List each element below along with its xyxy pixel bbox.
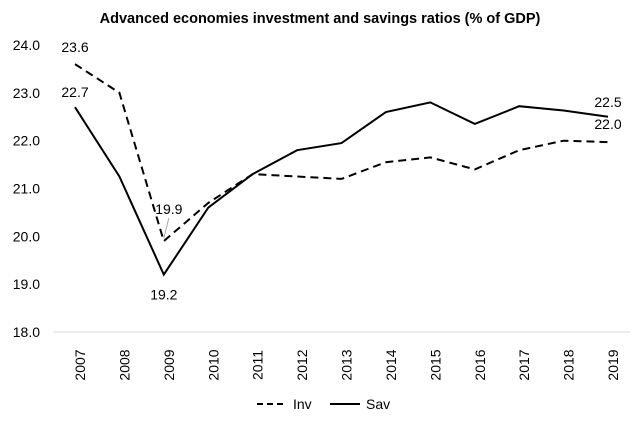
x-tick-label: 2010: [205, 349, 221, 380]
series-line-sav: [74, 101, 609, 277]
data-label: 23.6: [61, 39, 88, 55]
data-label: 19.2: [150, 287, 177, 303]
y-tick-label: 18.0: [13, 324, 40, 340]
x-tick-label: 2017: [516, 349, 532, 380]
legend: Inv Sav: [257, 396, 390, 412]
y-tick-label: 23.0: [13, 85, 40, 101]
y-axis: 18.0 19.0 20.0 21.0 22.0 23.0 24.0: [13, 37, 40, 340]
y-tick-label: 21.0: [13, 181, 40, 197]
y-tick-label: 19.0: [13, 276, 40, 292]
data-label: 19.9: [155, 201, 182, 217]
data-label: 22.0: [594, 116, 621, 132]
legend-sav-label: Sav: [366, 396, 390, 412]
x-tick-label: 2009: [161, 349, 177, 380]
label-leader-line: [163, 217, 170, 239]
x-axis: 2007 2008 2009 2010 2011 2012 2013 2014 2015 2016…: [72, 349, 621, 380]
x-tick-label: 2013: [339, 349, 355, 380]
legend-inv-label: Inv: [293, 396, 312, 412]
x-tick-label: 2007: [72, 349, 88, 380]
x-tick-label: 2019: [605, 349, 621, 380]
data-label: 22.5: [594, 94, 621, 110]
chart-title: Advanced economies investment and saving…: [100, 11, 541, 27]
y-tick-label: 22.0: [13, 133, 40, 149]
x-tick-label: 2011: [250, 350, 266, 380]
x-tick-label: 2012: [294, 349, 310, 380]
x-tick-label: 2008: [116, 349, 132, 380]
x-tick-label: 2018: [561, 349, 577, 380]
series-line-inv: [74, 63, 609, 243]
series-group: [74, 63, 609, 277]
x-tick-label: 2015: [427, 349, 443, 380]
data-labels: 23.6 22.7 19.9 19.2 22.5 22.0: [61, 39, 621, 302]
y-tick-label: 24.0: [13, 37, 40, 53]
x-tick-label: 2014: [383, 349, 399, 380]
y-tick-label: 20.0: [13, 228, 40, 244]
x-tick-label: 2016: [472, 349, 488, 380]
data-label: 22.7: [61, 84, 88, 100]
